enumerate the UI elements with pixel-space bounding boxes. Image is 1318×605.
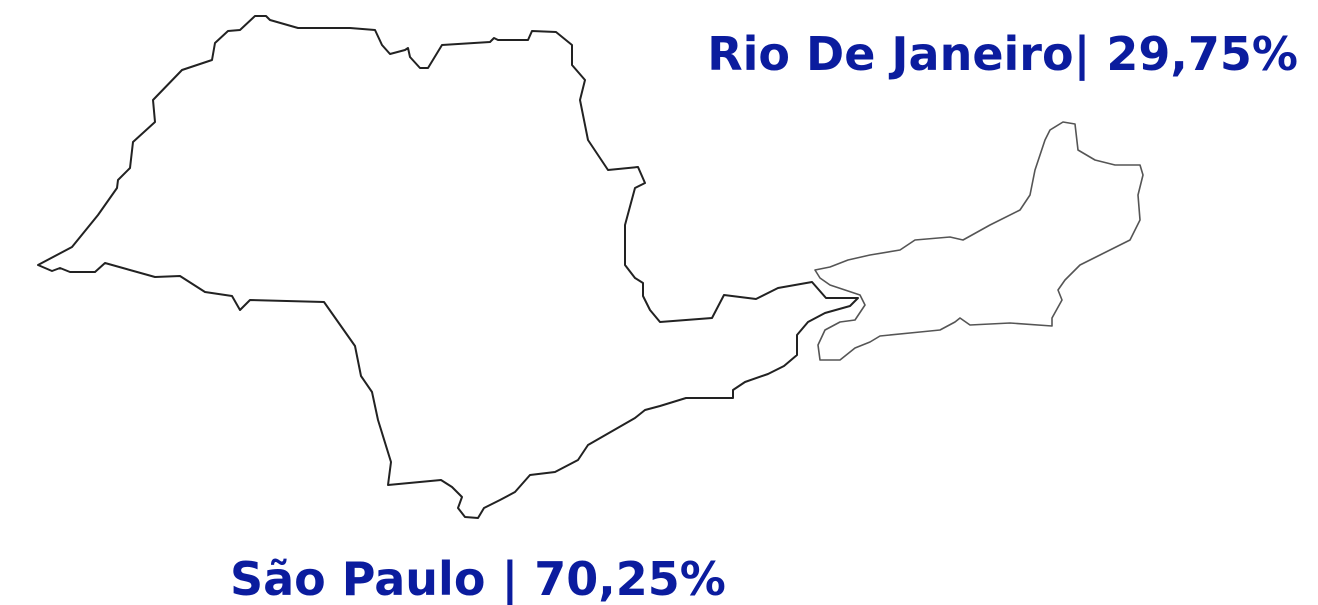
rio-de-janeiro-outline bbox=[814, 121, 1144, 361]
region-label: Rio De Janeiro| 29,75% bbox=[707, 27, 1298, 82]
region-label: São Paulo | 70,25% bbox=[230, 552, 726, 605]
sao-paulo-outline bbox=[37, 15, 859, 519]
